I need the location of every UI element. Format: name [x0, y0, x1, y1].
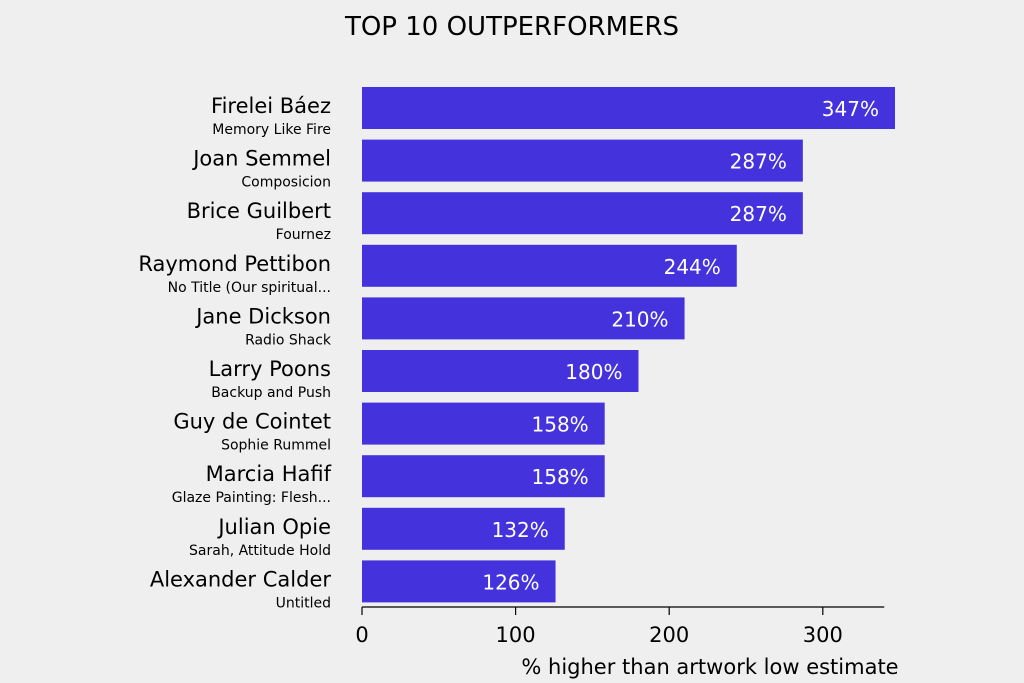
category-work-label: Untitled [276, 595, 331, 611]
category-artist-label: Joan Semmel [191, 147, 331, 171]
bars-layer: 347% Firelei Báez Memory Like Fire 287% Joan… [138, 87, 895, 611]
bar-value-label: 180% [565, 360, 622, 384]
category-work-label: Glaze Painting: Flesh... [172, 490, 331, 506]
x-axis-label: % higher than artwork low estimate [521, 655, 898, 679]
category-artist-label: Larry Poons [209, 357, 331, 381]
bar-10 [362, 560, 556, 603]
category-artist-label: Brice Guilbert [187, 199, 331, 223]
bar-2 [362, 139, 803, 182]
bar-9 [362, 507, 565, 550]
bar-value-label: 158% [532, 413, 589, 437]
category-work-label: Backup and Push [211, 385, 331, 401]
bar-1 [362, 87, 895, 129]
category-work-label: Radio Shack [245, 332, 332, 348]
x-axis: 0 100 200 300 [355, 606, 885, 647]
bar-3 [362, 192, 803, 235]
x-tick-label: 300 [803, 623, 843, 647]
category-artist-label: Guy de Cointet [173, 410, 331, 434]
bar-6 [362, 350, 639, 392]
bar-value-label: 347% [822, 97, 879, 121]
bar-value-label: 126% [482, 570, 539, 594]
category-artist-label: Julian Opie [216, 515, 331, 539]
category-work-label: Sarah, Attitude Hold [189, 543, 331, 559]
bar-value-label: 287% [730, 150, 787, 174]
category-artist-label: Jane Dickson [194, 304, 331, 328]
category-artist-label: Raymond Pettibon [138, 252, 331, 276]
x-tick-label: 200 [649, 623, 689, 647]
category-artist-label: Firelei Báez [211, 94, 331, 118]
category-work-label: No Title (Our spiritual... [168, 280, 331, 296]
bar-8 [362, 455, 605, 498]
category-work-label: Composicion [241, 175, 331, 191]
bar-value-label: 158% [532, 465, 589, 489]
chart-title: TOP 10 OUTPERFORMERS [344, 12, 679, 42]
category-work-label: Sophie Rummel [221, 438, 331, 454]
bar-7 [362, 402, 605, 445]
category-work-label: Fournez [276, 227, 331, 243]
category-artist-label: Marcia Hafif [206, 462, 332, 486]
bar-value-label: 210% [611, 307, 668, 331]
category-artist-label: Alexander Calder [150, 567, 332, 591]
bar-value-label: 132% [492, 518, 549, 542]
bar-5 [362, 297, 685, 340]
bar-value-label: 287% [730, 202, 787, 226]
category-work-label: Memory Like Fire [212, 122, 331, 138]
bar-4 [362, 244, 737, 287]
x-tick-label: 100 [496, 623, 536, 647]
bar-value-label: 244% [664, 255, 721, 279]
x-tick-label: 0 [355, 623, 368, 647]
